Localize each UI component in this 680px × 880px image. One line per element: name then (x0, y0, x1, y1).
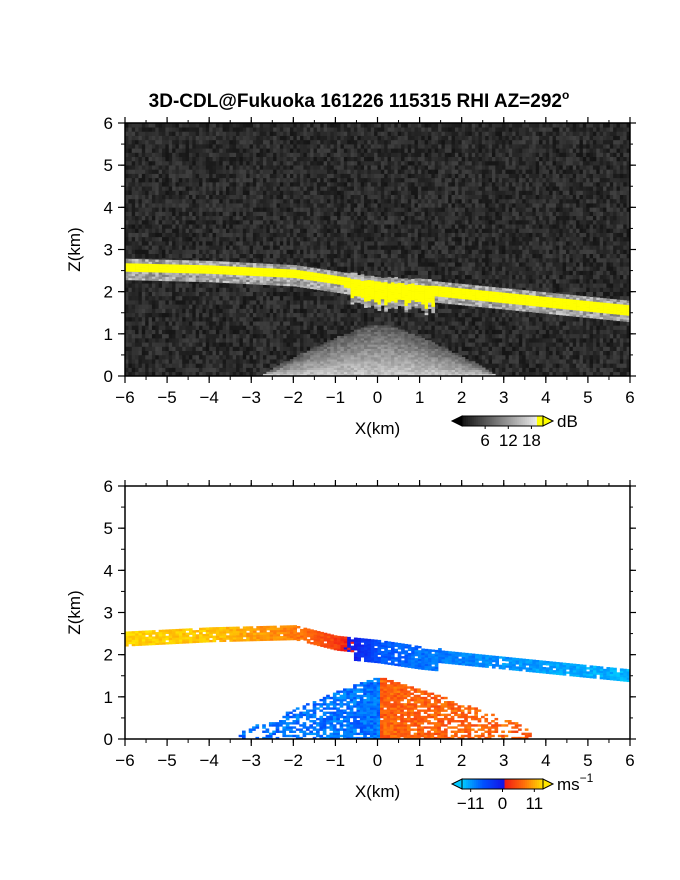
x-axis-title: X(km) (355, 419, 400, 438)
x-tick-label: 2 (457, 751, 466, 770)
x-tick-label: 5 (583, 388, 592, 407)
y-axis-title: Z(km) (65, 590, 84, 634)
y-tick-label: 4 (104, 198, 113, 217)
x-tick-label: −4 (199, 751, 218, 770)
x-tick-label: 6 (625, 751, 634, 770)
colorbar-tick-label: 6 (480, 431, 489, 450)
colorbar: −11 0 11 ms−1 (450, 771, 594, 813)
colorbar: 6 12 18 dB (450, 412, 578, 450)
x-tick-label: 1 (415, 388, 424, 407)
x-tick-label: 5 (583, 751, 592, 770)
y-tick-label: 5 (104, 519, 113, 538)
y-tick-label: 1 (104, 688, 113, 707)
x-axis-title: X(km) (355, 782, 400, 801)
snr-plot-area (124, 122, 631, 377)
y-tick-label: 6 (104, 477, 113, 496)
x-tick-label: −1 (326, 751, 345, 770)
x-tick-label: 2 (457, 388, 466, 407)
y-tick-label: 3 (104, 604, 113, 623)
colorbar-tick-label: 11 (525, 794, 543, 813)
y-tick-label: 2 (104, 646, 113, 665)
y-tick-label: 4 (104, 561, 113, 580)
y-axis-title: Z(km) (65, 227, 84, 271)
colorbar-unit: dB (557, 412, 578, 431)
x-tick-label: 1 (415, 751, 424, 770)
x-tick-label: −5 (157, 751, 176, 770)
velocity-panel: −6 −5 −4 −3 −2 −1 0 1 2 3 4 5 6 0 1 2 3 4 5 6 X(km) Z(km) −11 0… (65, 477, 636, 813)
x-tick-label: −4 (199, 388, 218, 407)
heatmap-cells (125, 625, 630, 739)
x-tick-label: 0 (373, 388, 382, 407)
y-tick-label: 0 (104, 367, 113, 386)
x-tick-label: −5 (157, 388, 176, 407)
x-tick-label: −1 (326, 388, 345, 407)
figure-title: 3D-CDL@Fukuoka 161226 115315 RHI AZ=292o (149, 88, 570, 112)
x-tick-label: −6 (115, 751, 134, 770)
axes: −6 −5 −4 −3 −2 −1 0 1 2 3 4 5 6 0 1 2 3 4 5 6 X(km) Z(km) (65, 477, 636, 801)
colorbar-tick-label: 18 (522, 431, 541, 450)
y-tick-label: 0 (104, 730, 113, 749)
x-tick-label: 6 (625, 388, 634, 407)
y-tick-label: 2 (104, 283, 113, 302)
x-tick-label: −2 (284, 751, 303, 770)
axes: −6 −5 −4 −3 −2 −1 0 1 2 3 4 5 6 0 1 2 3 4 5 6 X(km) Z(km) (65, 114, 636, 438)
x-tick-label: 4 (541, 388, 550, 407)
colorbar-unit: ms−1 (557, 771, 594, 794)
x-tick-label: 0 (373, 751, 382, 770)
x-tick-label: 4 (541, 751, 550, 770)
y-tick-label: 6 (104, 114, 113, 133)
heatmap-cells (125, 123, 630, 376)
x-tick-label: −6 (115, 388, 134, 407)
y-tick-label: 1 (104, 325, 113, 344)
title-degree-mark: o (562, 88, 569, 102)
colorbar-tick-label: −11 (457, 794, 485, 813)
colorbar-tick-label: 12 (499, 431, 518, 450)
x-tick-label: 3 (499, 388, 508, 407)
y-tick-label: 5 (104, 156, 113, 175)
x-tick-label: −3 (242, 751, 261, 770)
velocity-plot-area (124, 485, 631, 740)
x-tick-label: −3 (242, 388, 261, 407)
x-tick-label: −2 (284, 388, 303, 407)
colorbar-tick-label: 0 (498, 794, 507, 813)
x-tick-label: 3 (499, 751, 508, 770)
title-text: 3D-CDL@Fukuoka 161226 115315 RHI AZ=292 (149, 91, 562, 112)
y-tick-label: 3 (104, 241, 113, 260)
